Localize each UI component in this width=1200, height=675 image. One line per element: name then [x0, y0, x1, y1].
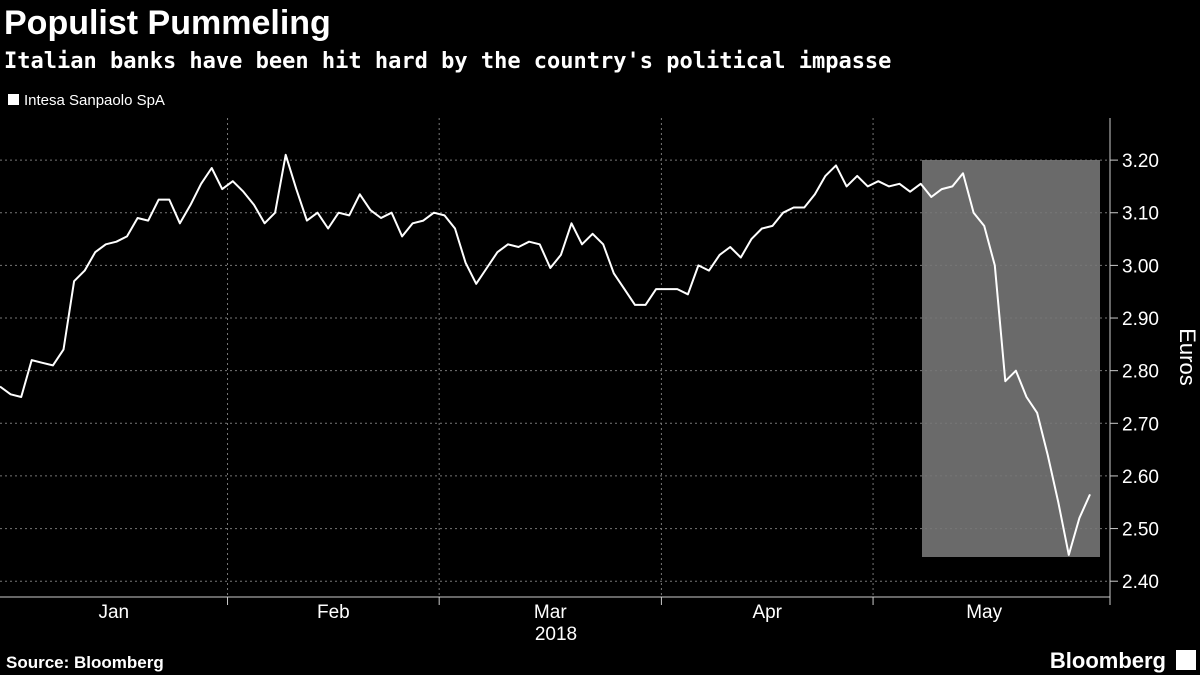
y-tick-label: 2.70: [1122, 414, 1159, 435]
y-tick-label: 3.00: [1122, 256, 1159, 277]
chart-title: Populist Pummeling: [4, 4, 331, 42]
legend-label: Intesa Sanpaolo SpA: [24, 92, 165, 109]
chart-subtitle: Italian banks have been hit hard by the …: [4, 49, 891, 74]
x-tick-label: Mar: [534, 602, 567, 623]
y-tick-label: 2.40: [1122, 572, 1159, 593]
x-axis-label: 2018: [535, 624, 577, 645]
x-tick-label: Apr: [752, 602, 782, 623]
x-tick-label: Jan: [98, 602, 129, 623]
line-series: [0, 153, 1091, 556]
highlight-box: [922, 160, 1100, 557]
legend-swatch: [8, 94, 19, 105]
y-tick-label: 2.80: [1122, 362, 1159, 383]
y-tick-label: 3.10: [1122, 204, 1159, 225]
y-axis-label: Euros: [1175, 328, 1200, 385]
x-tick-label: May: [966, 602, 1002, 623]
y-tick-label: 2.50: [1122, 520, 1159, 541]
y-tick-label: 2.60: [1122, 467, 1159, 488]
source: Source: Bloomberg: [6, 653, 164, 672]
y-tick-label: 2.90: [1122, 309, 1159, 330]
y-tick-label: 3.20: [1122, 151, 1159, 172]
brand-logo: Bloomberg: [1050, 648, 1166, 673]
brand-icon: [1176, 650, 1196, 670]
x-tick-label: Feb: [317, 602, 350, 623]
